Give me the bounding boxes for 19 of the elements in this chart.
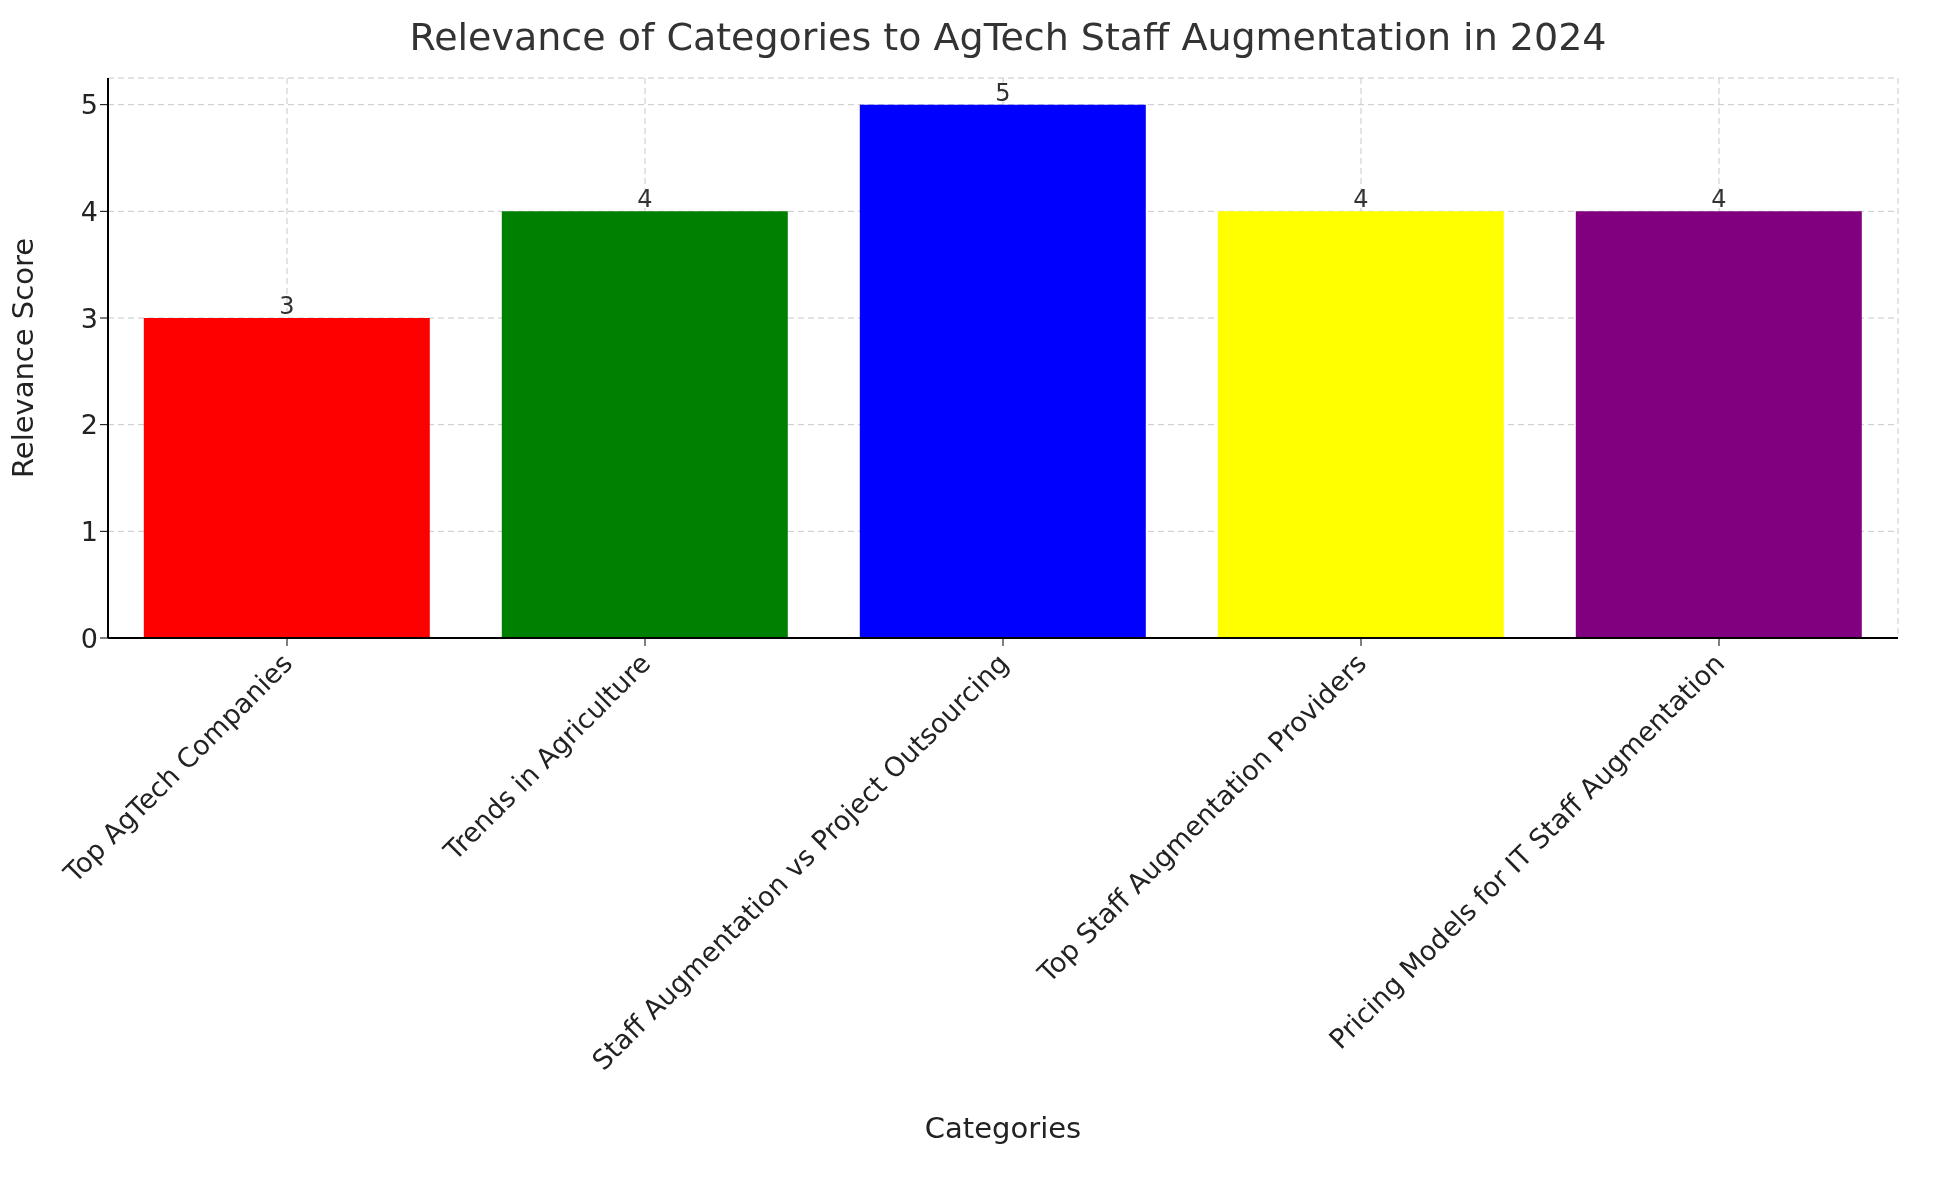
chart-title: Relevance of Categories to AgTech Staff Augmentation in 2024 [409, 15, 1607, 59]
y-tick-label: 5 [80, 89, 98, 121]
data-label: 3 [279, 292, 295, 320]
data-label: 4 [1353, 185, 1369, 214]
y-axis-title: Relevance Score [6, 237, 41, 479]
y-tick-label: 3 [80, 302, 98, 334]
x-axis-title: Categories [924, 1111, 1082, 1145]
bar [501, 211, 788, 638]
y-tick-label: 2 [80, 409, 98, 441]
y-tick-label: 1 [80, 515, 98, 547]
data-label: 4 [1711, 185, 1727, 214]
y-tick-label: 4 [80, 195, 98, 227]
bar [1217, 211, 1504, 638]
bar [143, 318, 430, 638]
data-label: 4 [637, 185, 653, 214]
bar [859, 104, 1146, 638]
data-label: 5 [995, 78, 1011, 107]
y-tick-label: 0 [80, 622, 98, 654]
bar [1575, 211, 1862, 638]
